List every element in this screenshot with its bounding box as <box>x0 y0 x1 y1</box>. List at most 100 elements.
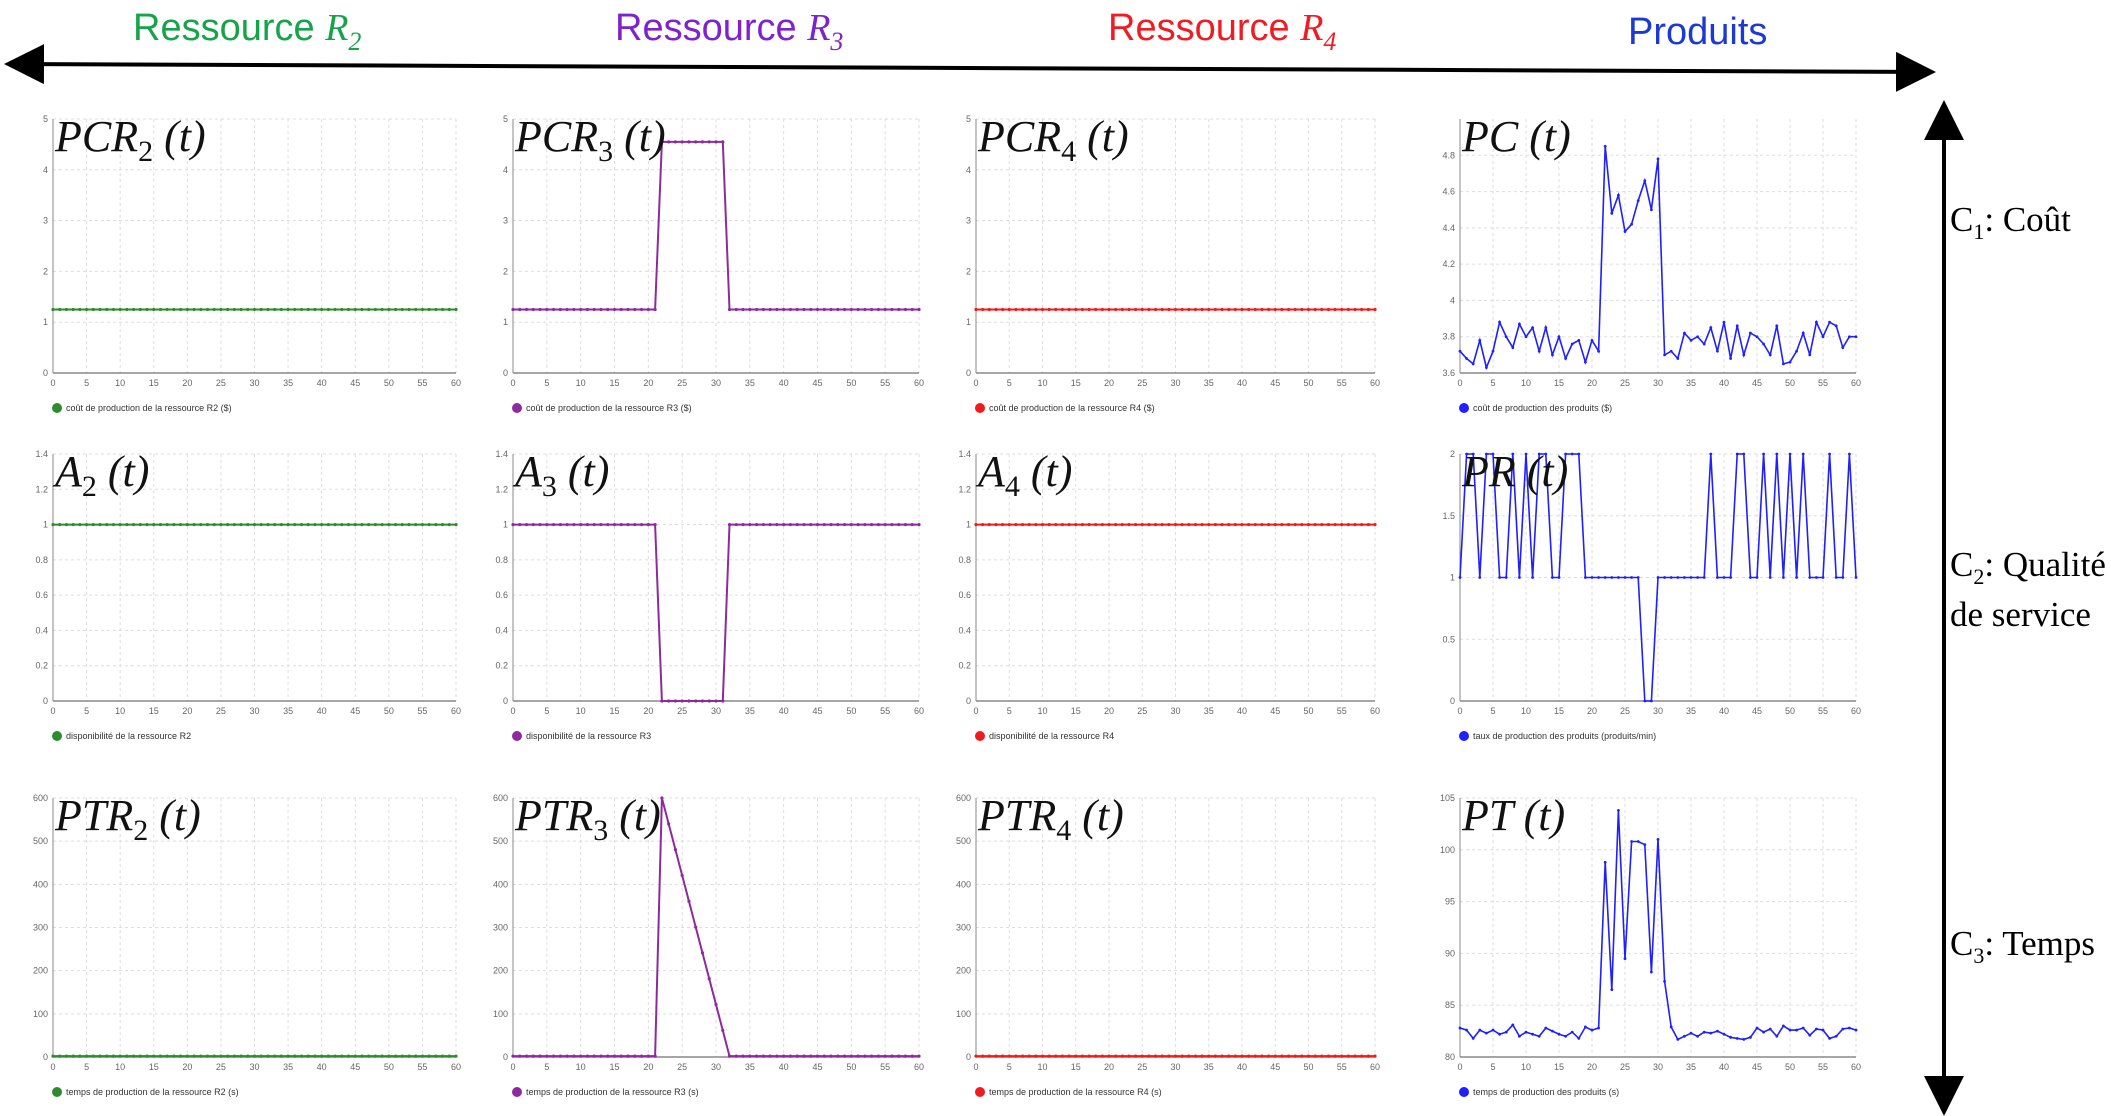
x-tick-label: 45 <box>1270 378 1280 388</box>
data-point <box>1465 357 1468 360</box>
data-point <box>1722 1032 1726 1036</box>
data-point <box>145 1054 149 1058</box>
data-point <box>1280 307 1284 312</box>
data-point <box>1669 349 1673 353</box>
data-point <box>252 307 257 312</box>
x-tick-label: 35 <box>283 706 293 716</box>
data-point <box>1498 576 1501 579</box>
x-tick-label: 20 <box>1104 378 1114 388</box>
data-point <box>1346 307 1350 312</box>
x-tick-label: 20 <box>1587 1062 1597 1072</box>
data-point <box>1801 1026 1805 1030</box>
x-tick-label: 30 <box>1653 706 1663 716</box>
x-tick-label: 50 <box>384 378 394 388</box>
data-point <box>1333 307 1337 312</box>
data-point <box>266 1054 270 1058</box>
data-point <box>876 522 881 527</box>
data-point <box>653 1054 657 1058</box>
data-point <box>1663 979 1666 983</box>
x-tick-label: 50 <box>846 1062 856 1072</box>
x-tick-label: 55 <box>880 1062 890 1072</box>
data-point <box>1220 522 1224 527</box>
data-point <box>829 1054 833 1058</box>
data-point <box>1729 357 1732 360</box>
data-point <box>1623 230 1627 233</box>
data-point <box>1518 322 1521 326</box>
data-point <box>981 1054 985 1058</box>
data-point <box>761 522 765 527</box>
data-point <box>639 1054 644 1058</box>
data-point <box>293 1054 297 1058</box>
data-point <box>414 307 418 312</box>
data-point <box>1617 809 1620 812</box>
legend-marker <box>1459 731 1469 741</box>
data-point <box>246 522 250 527</box>
data-point <box>707 140 711 144</box>
column-header-r3: Ressource R3 <box>615 7 843 56</box>
column-header-r2: Ressource R2 <box>133 7 361 56</box>
x-tick-label: 35 <box>745 706 755 716</box>
data-point <box>994 522 998 527</box>
data-point <box>1630 576 1633 579</box>
column-header-text: Ressource <box>1108 7 1300 49</box>
data-point <box>1193 1054 1198 1058</box>
data-point <box>145 307 149 312</box>
data-point <box>700 699 705 703</box>
data-point <box>1722 576 1726 579</box>
data-point <box>974 1054 978 1058</box>
y-tick-label: 0.6 <box>958 590 971 600</box>
data-point <box>340 1054 344 1058</box>
data-point <box>585 522 590 527</box>
data-point <box>1537 452 1541 456</box>
data-point <box>373 522 377 527</box>
x-tick-label: 10 <box>115 378 125 388</box>
data-point <box>1346 1054 1350 1058</box>
data-point <box>105 522 109 527</box>
y-tick-label: 0.4 <box>958 625 971 635</box>
data-point <box>667 822 671 826</box>
data-point <box>71 1054 75 1058</box>
chart-panel-pt: 0 5 10 15 20 25 30 35 40 45 50 55 60 80 85 90 95 100 105 te… <box>1440 791 1861 1097</box>
data-point <box>1286 522 1291 527</box>
data-point <box>1253 522 1257 527</box>
x-tick-label: 20 <box>643 378 653 388</box>
y-tick-label: 4 <box>43 165 48 175</box>
data-point <box>910 522 914 527</box>
data-point <box>1001 522 1005 527</box>
data-point <box>1848 1026 1851 1030</box>
data-point <box>1200 307 1204 312</box>
x-tick-label: 0 <box>50 1062 55 1072</box>
x-tick-label: 60 <box>1851 706 1861 716</box>
data-point <box>185 1054 189 1058</box>
y-tick-label: 3 <box>43 216 48 226</box>
data-point <box>454 307 458 312</box>
data-point <box>1167 1054 1171 1058</box>
data-point <box>531 522 535 527</box>
data-point <box>1683 331 1686 335</box>
data-point <box>700 140 705 144</box>
data-point <box>1373 307 1377 312</box>
data-point <box>585 307 590 312</box>
chart-panel-pc: 0 5 10 15 20 25 30 35 40 45 50 55 60 3.6 3.8 4 4.2 4.4 4.6… <box>1442 112 1861 413</box>
y-tick-label: 100 <box>493 1009 508 1019</box>
data-point <box>1551 576 1554 579</box>
data-point <box>320 522 324 527</box>
data-point <box>205 307 210 312</box>
legend-label: coût de production de la ressource R2 ($… <box>66 403 232 413</box>
data-point <box>185 522 189 527</box>
x-tick-label: 15 <box>1554 706 1564 716</box>
data-point <box>1153 522 1158 527</box>
x-tick-label: 30 <box>249 1062 259 1072</box>
data-point <box>619 1054 623 1058</box>
data-point <box>1755 576 1759 579</box>
data-point <box>373 1054 377 1058</box>
data-point <box>246 307 250 312</box>
data-point <box>734 307 738 312</box>
data-point <box>1060 307 1065 312</box>
data-point <box>1300 522 1304 527</box>
data-point <box>1060 522 1065 527</box>
data-point <box>897 307 901 312</box>
data-point <box>1643 843 1647 847</box>
legend-label: coût de production de la ressource R4 ($… <box>989 403 1155 413</box>
x-tick-label: 10 <box>1521 378 1531 388</box>
